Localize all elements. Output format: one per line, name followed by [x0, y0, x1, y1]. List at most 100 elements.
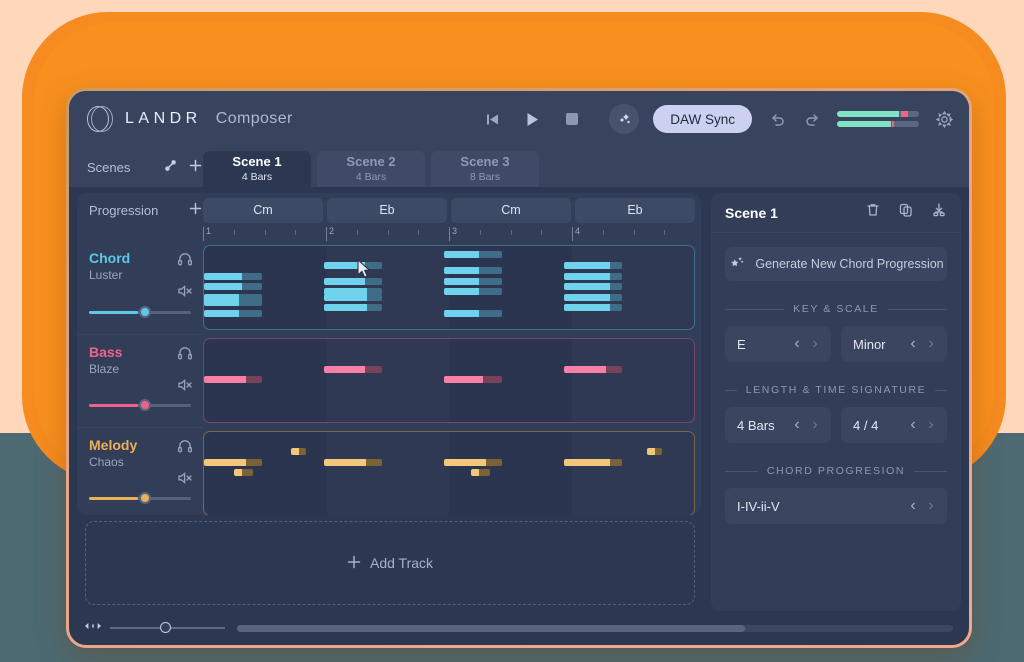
main-body: Progression Cm Eb Cm Eb 1 2 3 4 [69, 187, 969, 611]
magic-wand-icon[interactable] [609, 104, 640, 134]
volume-knob[interactable] [139, 306, 152, 318]
midi-note[interactable] [444, 288, 502, 296]
horizontal-scrollbar[interactable] [237, 624, 953, 632]
track-info-melody[interactable]: Melody Chaos [77, 427, 203, 515]
mute-icon[interactable] [177, 470, 193, 491]
chord-block[interactable]: Eb [575, 197, 695, 223]
midi-note[interactable] [324, 261, 382, 269]
midi-note[interactable] [204, 283, 262, 291]
midi-note[interactable] [204, 458, 262, 466]
midi-note[interactable] [444, 458, 502, 466]
track-info-bass[interactable]: Bass Blaze [77, 334, 203, 427]
midi-note[interactable] [444, 277, 502, 285]
link-icon[interactable] [163, 158, 178, 176]
midi-note[interactable] [564, 293, 622, 301]
add-track-button[interactable]: Add Track [85, 521, 695, 605]
chord-progression-field[interactable]: I-IV-ii-V ‹ › [725, 488, 947, 524]
note-tail [483, 376, 502, 384]
track-lane-melody[interactable] [203, 431, 695, 515]
headphone-icon[interactable] [177, 345, 193, 366]
key-field[interactable]: E ‹ › [725, 326, 831, 362]
midi-note[interactable] [204, 272, 262, 280]
midi-note[interactable] [324, 277, 382, 285]
export-scene-icon[interactable] [931, 202, 947, 223]
key-prev-icon[interactable]: ‹ [794, 335, 800, 352]
redo-icon[interactable] [801, 108, 823, 130]
delete-scene-icon[interactable] [865, 202, 881, 223]
length-prev-icon[interactable]: ‹ [794, 416, 800, 433]
track-volume-slider[interactable] [89, 399, 191, 411]
time-signature-field[interactable]: 4 / 4 ‹ › [841, 407, 947, 443]
track-info-chord[interactable]: Chord Luster [77, 241, 203, 334]
scale-next-icon[interactable]: › [928, 335, 934, 352]
midi-note[interactable] [234, 469, 253, 477]
midi-note[interactable] [204, 376, 262, 384]
scale-field[interactable]: Minor ‹ › [841, 326, 947, 362]
track-lane-chord[interactable] [203, 245, 695, 330]
zoom-slider-knob[interactable] [160, 622, 172, 633]
play-icon[interactable] [521, 108, 543, 130]
add-progression-icon[interactable] [188, 201, 203, 219]
track-volume-slider[interactable] [89, 492, 191, 504]
midi-note[interactable] [204, 293, 262, 301]
scene-tab-3[interactable]: Scene 3 8 Bars [431, 151, 539, 187]
skip-to-start-icon[interactable] [481, 108, 503, 130]
time-signature-prev-icon[interactable]: ‹ [910, 416, 916, 433]
scene-tab-2[interactable]: Scene 2 4 Bars [317, 151, 425, 187]
midi-note[interactable] [564, 365, 622, 373]
midi-note[interactable] [324, 458, 382, 466]
midi-note[interactable] [471, 469, 490, 477]
midi-note[interactable] [204, 309, 262, 317]
length-next-icon[interactable]: › [812, 416, 818, 433]
midi-note[interactable] [647, 447, 663, 455]
headphone-icon[interactable] [177, 251, 193, 272]
chord-block[interactable]: Cm [451, 197, 571, 223]
mute-icon[interactable] [177, 283, 193, 304]
midi-note[interactable] [444, 267, 502, 275]
midi-note[interactable] [564, 283, 622, 291]
midi-note[interactable] [444, 376, 502, 384]
volume-knob[interactable] [139, 492, 152, 504]
scrollbar-thumb[interactable] [237, 624, 746, 632]
undo-icon[interactable] [766, 108, 788, 130]
note-tail [245, 458, 262, 466]
scale-prev-icon[interactable]: ‹ [910, 335, 916, 352]
headphone-icon[interactable] [177, 438, 193, 459]
chord-progression-prev-icon[interactable]: ‹ [910, 497, 916, 514]
chord-block[interactable]: Cm [203, 197, 323, 223]
scene-tab-name: Scene 1 [232, 154, 282, 170]
midi-note[interactable] [564, 304, 622, 312]
ruler-tick [233, 230, 235, 235]
midi-note[interactable] [564, 458, 622, 466]
midi-note[interactable] [444, 251, 502, 259]
midi-note[interactable] [564, 261, 622, 269]
stop-icon[interactable] [561, 108, 583, 130]
midi-note[interactable] [324, 293, 382, 301]
volume-knob[interactable] [139, 399, 152, 411]
daw-sync-button[interactable]: DAW Sync [653, 105, 752, 133]
track-volume-slider[interactable] [89, 306, 191, 318]
gear-icon[interactable] [933, 108, 955, 130]
midi-note[interactable] [444, 309, 502, 317]
chord-block[interactable]: Eb [327, 197, 447, 223]
add-scene-icon[interactable] [188, 158, 203, 176]
duplicate-scene-icon[interactable] [898, 202, 914, 223]
mute-icon[interactable] [177, 377, 193, 398]
track-lane-bass[interactable] [203, 338, 695, 423]
midi-note[interactable] [324, 365, 382, 373]
key-next-icon[interactable]: › [812, 335, 818, 352]
timeline-ruler[interactable]: 1 2 3 4 [203, 226, 695, 241]
midi-note[interactable] [324, 304, 382, 312]
midi-note[interactable] [204, 299, 262, 307]
scene-tab-1[interactable]: Scene 1 4 Bars [203, 151, 311, 187]
zoom-slider[interactable] [110, 622, 225, 634]
midi-note[interactable] [291, 447, 306, 455]
midi-note[interactable] [564, 272, 622, 280]
scene-tab-name: Scene 2 [346, 154, 396, 170]
length-field[interactable]: 4 Bars ‹ › [725, 407, 831, 443]
time-signature-next-icon[interactable]: › [928, 416, 934, 433]
midi-note[interactable] [324, 288, 382, 296]
chord-progression-next-icon[interactable]: › [928, 497, 934, 514]
length-value: 4 Bars [737, 417, 775, 433]
generate-progression-button[interactable]: Generate New Chord Progression [725, 247, 947, 281]
